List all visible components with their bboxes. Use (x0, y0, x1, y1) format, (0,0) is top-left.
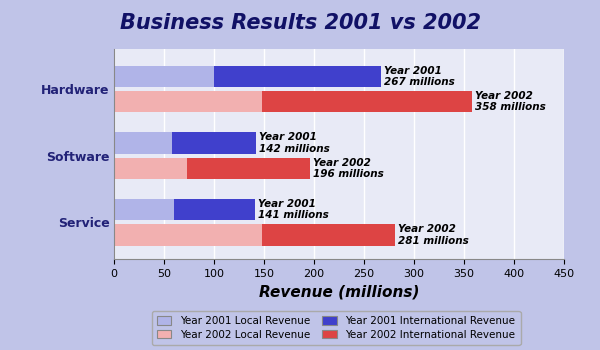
Bar (262, 224, 395, 246)
Text: Business Results 2001 vs 2002: Business Results 2001 vs 2002 (119, 13, 481, 33)
Bar (114, 199, 174, 220)
Bar (114, 66, 214, 87)
Text: Year 2001
141 millions: Year 2001 141 millions (258, 199, 329, 220)
Bar (174, 199, 255, 220)
Bar (114, 132, 172, 154)
Bar (214, 66, 381, 87)
Bar (172, 132, 256, 154)
Bar (114, 91, 262, 112)
Text: Year 2001
142 millions: Year 2001 142 millions (259, 132, 330, 154)
Bar (114, 224, 262, 246)
Bar (114, 158, 187, 179)
Legend: Year 2001 Local Revenue, Year 2002 Local Revenue, Year 2001 International Revenu: Year 2001 Local Revenue, Year 2002 Local… (152, 311, 521, 345)
X-axis label: Revenue (millions): Revenue (millions) (259, 284, 419, 299)
Text: Year 2002
196 millions: Year 2002 196 millions (313, 158, 384, 179)
Bar (262, 91, 472, 112)
Text: Year 2002
358 millions: Year 2002 358 millions (475, 91, 546, 112)
Text: Year 2001
267 millions: Year 2001 267 millions (384, 65, 455, 87)
Text: Year 2002
281 millions: Year 2002 281 millions (398, 224, 469, 246)
Bar (187, 158, 310, 179)
